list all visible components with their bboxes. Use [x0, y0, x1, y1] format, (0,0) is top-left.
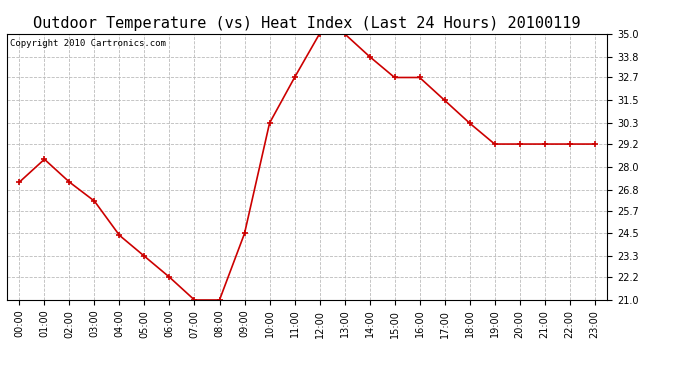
Text: Copyright 2010 Cartronics.com: Copyright 2010 Cartronics.com — [10, 39, 166, 48]
Title: Outdoor Temperature (vs) Heat Index (Last 24 Hours) 20100119: Outdoor Temperature (vs) Heat Index (Las… — [33, 16, 581, 31]
